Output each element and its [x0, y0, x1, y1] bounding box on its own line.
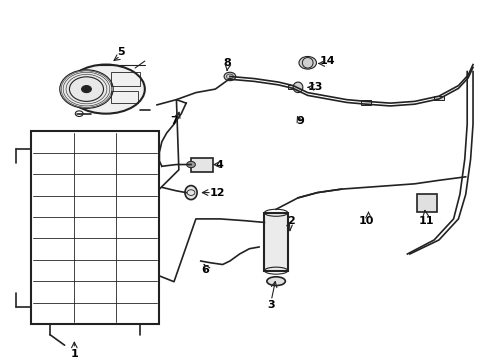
- Bar: [416, 194, 436, 212]
- Text: 7: 7: [170, 116, 178, 126]
- Ellipse shape: [184, 185, 197, 199]
- Text: 14: 14: [319, 56, 334, 66]
- Ellipse shape: [266, 277, 285, 285]
- Bar: [433, 96, 443, 100]
- Circle shape: [298, 57, 316, 69]
- Bar: [111, 72, 140, 86]
- Text: 8: 8: [223, 58, 231, 68]
- Text: 1: 1: [70, 349, 78, 359]
- Text: 5: 5: [117, 47, 124, 57]
- Text: 3: 3: [267, 300, 274, 310]
- Circle shape: [60, 70, 113, 108]
- Circle shape: [186, 161, 195, 168]
- Text: 4: 4: [215, 159, 223, 170]
- Circle shape: [81, 86, 91, 93]
- Bar: [264, 213, 287, 271]
- Text: 13: 13: [306, 82, 322, 93]
- Text: 11: 11: [418, 216, 434, 226]
- Ellipse shape: [292, 82, 302, 93]
- Text: 2: 2: [286, 216, 294, 226]
- Bar: [30, 131, 159, 324]
- Bar: [111, 91, 137, 103]
- Circle shape: [224, 72, 235, 81]
- Ellipse shape: [67, 64, 144, 114]
- Text: 12: 12: [209, 188, 225, 198]
- Bar: [361, 100, 370, 104]
- Bar: [191, 158, 212, 172]
- Text: 6: 6: [201, 265, 209, 275]
- Text: 10: 10: [358, 216, 373, 226]
- Text: 9: 9: [296, 116, 304, 126]
- Bar: [287, 85, 297, 89]
